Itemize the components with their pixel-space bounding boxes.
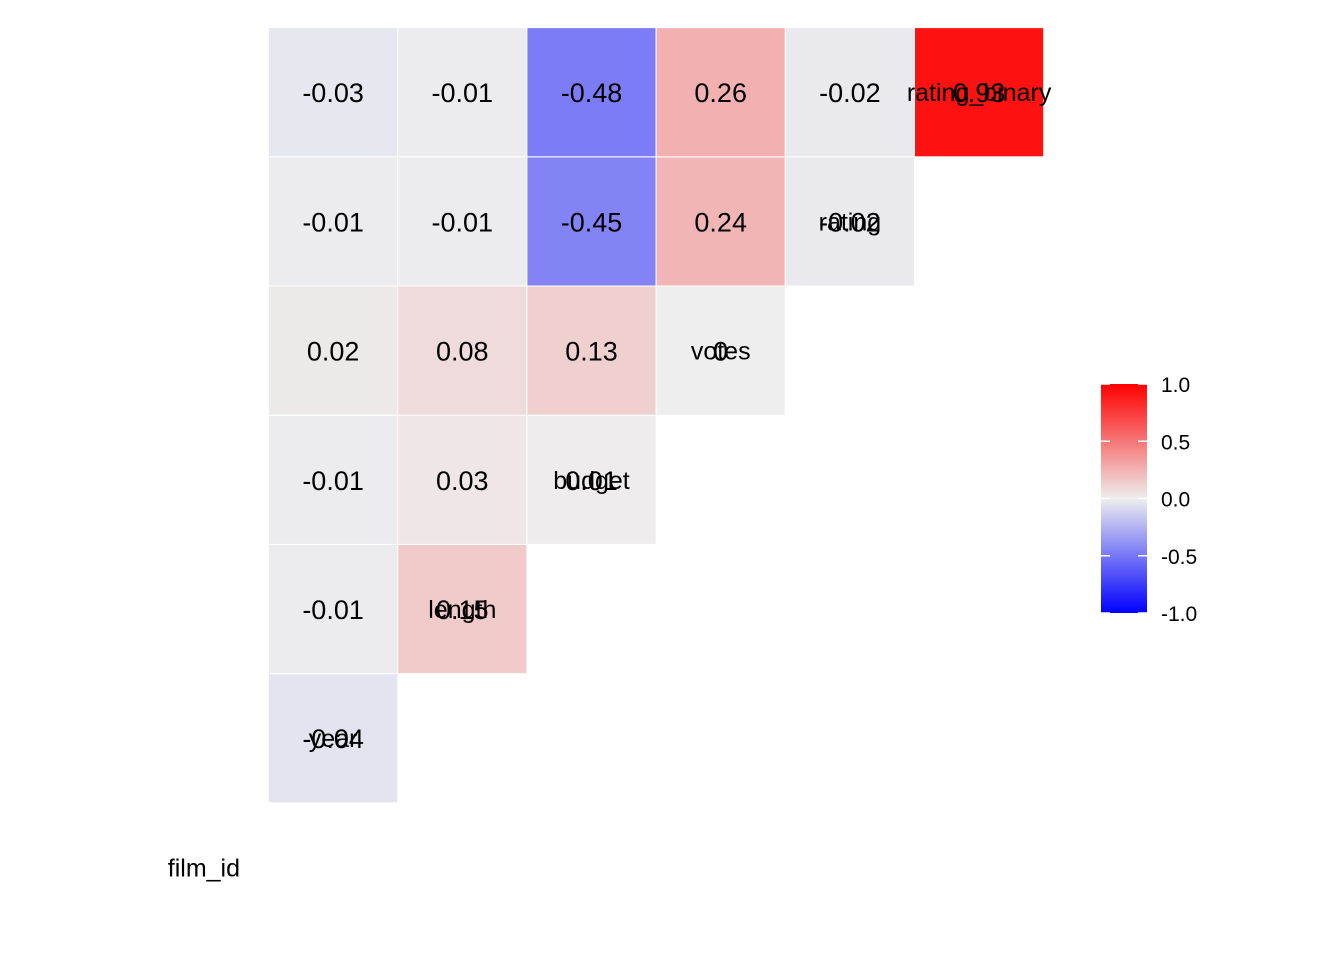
heatmap-cell-rating_binary-length xyxy=(526,27,657,158)
cell-value-label: 0.15 xyxy=(436,595,489,625)
heatmap-cell-rating-length xyxy=(526,156,657,287)
cell-value-label: -0.03 xyxy=(302,78,364,108)
heatmap-cell-votes-year xyxy=(397,285,528,416)
variable-label-rating_binary: rating_binary xyxy=(907,79,1052,107)
variable-label-votes: votes xyxy=(691,338,751,366)
legend-tick-label: 0.0 xyxy=(1161,489,1190,512)
cell-value-label: -0.01 xyxy=(302,466,364,496)
cell-value-label: -0.48 xyxy=(561,78,623,108)
heatmap-cell-rating-year xyxy=(397,156,528,287)
cell-value-label: 0.13 xyxy=(565,337,618,367)
cell-value-label: 0.03 xyxy=(436,466,489,496)
heatmap-cell-rating_binary-film_id xyxy=(268,27,399,158)
cell-value-label: 0.08 xyxy=(436,337,489,367)
cell-value-label: -0.04 xyxy=(302,724,364,754)
heatmap-cell-year-film_id xyxy=(268,673,399,804)
cell-value-label: -0.45 xyxy=(561,207,623,237)
heatmap-cell-rating_binary-budget xyxy=(655,27,786,158)
heatmap-cell-budget-length xyxy=(526,414,657,545)
cell-value-label: -0.01 xyxy=(432,78,494,108)
heatmap-cell-rating_binary-year xyxy=(397,27,528,158)
heatmap-cell-votes-budget xyxy=(655,285,786,416)
heatmap-cell-rating_binary-votes xyxy=(784,27,915,158)
variable-label-film_id: film_id xyxy=(168,854,240,882)
cell-value-label: 0.26 xyxy=(694,78,747,108)
heatmap-cell-votes-film_id xyxy=(268,285,399,416)
heatmap-cells: -0.04 -0.01 -0.01 0.02 -0.01 -0.03 0.15 0.03 0.0… xyxy=(268,27,1045,804)
heatmap-cell-budget-year xyxy=(397,414,528,545)
cell-value-label: 0.02 xyxy=(307,337,360,367)
heatmap-cell-votes-length xyxy=(526,285,657,416)
legend-tick-label: -1.0 xyxy=(1161,603,1197,626)
cell-value-label: 0.24 xyxy=(694,207,747,237)
cell-value-label: -0.02 xyxy=(819,78,881,108)
variable-label-length: length xyxy=(428,596,496,624)
cell-value-label: -0.01 xyxy=(302,207,364,237)
legend-tick-label: 1.0 xyxy=(1161,374,1190,397)
cell-value-label: 0.93 xyxy=(953,78,1006,108)
legend-tick-label: 0.5 xyxy=(1161,431,1190,454)
cell-value-label: -0.01 xyxy=(302,595,364,625)
heatmap-cell-rating_binary-rating xyxy=(914,27,1045,158)
heatmap-cell-length-year xyxy=(397,543,528,675)
heatmap-cell-rating-votes xyxy=(784,156,915,287)
color-legend: 1.0 0.5 0.0 -0.5 -1.0 xyxy=(1101,374,1197,626)
cell-value-label: 0.01 xyxy=(565,466,618,496)
variable-label-budget: budget xyxy=(553,467,630,495)
variable-label-year: year xyxy=(309,725,358,753)
variable-label-rating: rating xyxy=(819,208,882,236)
cell-value-label: -0.01 xyxy=(432,207,494,237)
cell-value-label: -0.02 xyxy=(819,207,881,237)
heatmap-cell-budget-film_id xyxy=(268,414,399,545)
heatmap-cell-rating-film_id xyxy=(268,156,399,287)
variable-labels: film_id year length budget votes rating rating… xyxy=(168,79,1052,882)
legend-tick-label: -0.5 xyxy=(1161,546,1197,569)
cell-value-label: 0 xyxy=(713,337,728,367)
